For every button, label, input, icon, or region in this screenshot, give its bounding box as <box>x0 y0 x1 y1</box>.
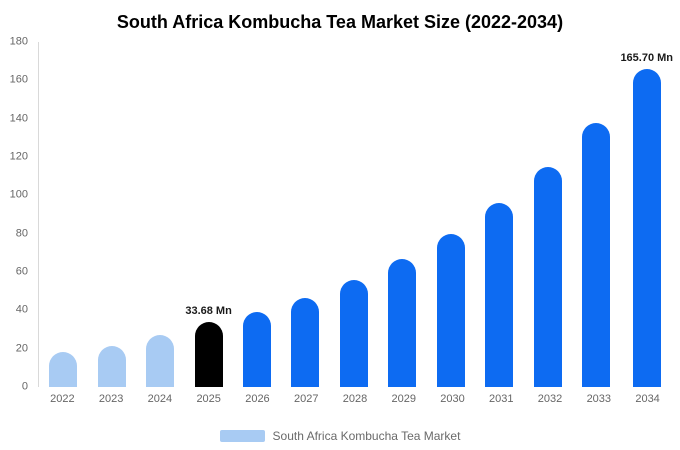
value-label: 165.70 Mn <box>620 52 674 65</box>
bar-slot: 165.70 Mn <box>620 42 673 387</box>
bars: 33.68 Mn 165.70 Mn <box>39 42 673 387</box>
bar-slot <box>136 42 184 387</box>
bar-2022 <box>49 351 78 387</box>
bar-slot <box>572 42 620 387</box>
bar-slot <box>378 42 426 387</box>
chart-title: South Africa Kombucha Tea Market Size (2… <box>116 12 564 32</box>
y-tick-label: 100 <box>9 188 28 201</box>
value-label: 33.68 Mn <box>185 305 232 318</box>
bar-2030 <box>436 233 465 387</box>
x-tick-label: 2030 <box>440 393 465 405</box>
bar-slot <box>427 42 475 387</box>
y-tick-label: 160 <box>9 73 28 86</box>
bar-2027 <box>291 297 320 387</box>
legend-swatch-icon <box>219 430 265 442</box>
x-tick-label: 2033 <box>586 393 612 405</box>
bar-2032 <box>533 166 562 387</box>
bar-slot: 33.68 Mn <box>184 42 232 387</box>
bar-2033 <box>582 123 611 387</box>
bar-2029 <box>388 258 417 387</box>
bar-slot <box>281 42 329 387</box>
bar-2034 <box>632 69 661 387</box>
bar-slot <box>39 42 87 387</box>
y-tick-label: 120 <box>9 150 28 163</box>
x-tick-label: 2025 <box>196 393 221 405</box>
bar-2023 <box>97 345 126 387</box>
y-tick-label: 140 <box>9 112 28 125</box>
x-tick-label: 2029 <box>391 393 416 405</box>
bar-slot <box>524 42 572 387</box>
legend-label: South Africa Kombucha Tea Market <box>272 429 461 443</box>
bar-2031 <box>485 203 514 387</box>
x-tick-label: 2031 <box>489 393 514 405</box>
y-tick-label: 60 <box>15 265 28 278</box>
bar-slot <box>87 42 135 387</box>
x-tick-label: 2027 <box>293 393 319 405</box>
x-tick-label: 2022 <box>50 393 75 405</box>
x-tick-label: 2032 <box>537 393 563 405</box>
y-tick-label: 80 <box>15 227 28 240</box>
bar-2024 <box>146 335 175 387</box>
y-tick-label: 40 <box>15 303 28 316</box>
plot-area: 33.68 Mn 165.70 Mn <box>38 42 673 387</box>
y-tick-label: 180 <box>9 35 28 48</box>
y-tick-label: 0 <box>21 380 28 393</box>
bar-2028 <box>339 279 368 387</box>
x-tick-label: 2023 <box>98 393 124 405</box>
y-tick-label: 20 <box>15 342 28 355</box>
bar-slot <box>233 42 281 387</box>
bar-slot <box>330 42 378 387</box>
bar-2026 <box>243 312 272 387</box>
legend: South Africa Kombucha Tea Market <box>0 429 680 443</box>
x-tick-label: 2028 <box>342 393 368 405</box>
y-axis: 0 20 40 60 80 100 120 140 160 180 <box>0 36 33 392</box>
x-axis: 2022 2023 2024 2025 2026 2027 2028 2029 2030 2031… <box>38 393 672 409</box>
x-tick-label: 2026 <box>245 393 270 405</box>
x-tick-label: 2034 <box>635 393 660 405</box>
bar-2025 <box>194 322 223 387</box>
x-tick-label: 2024 <box>147 393 173 405</box>
bar-slot <box>475 42 523 387</box>
